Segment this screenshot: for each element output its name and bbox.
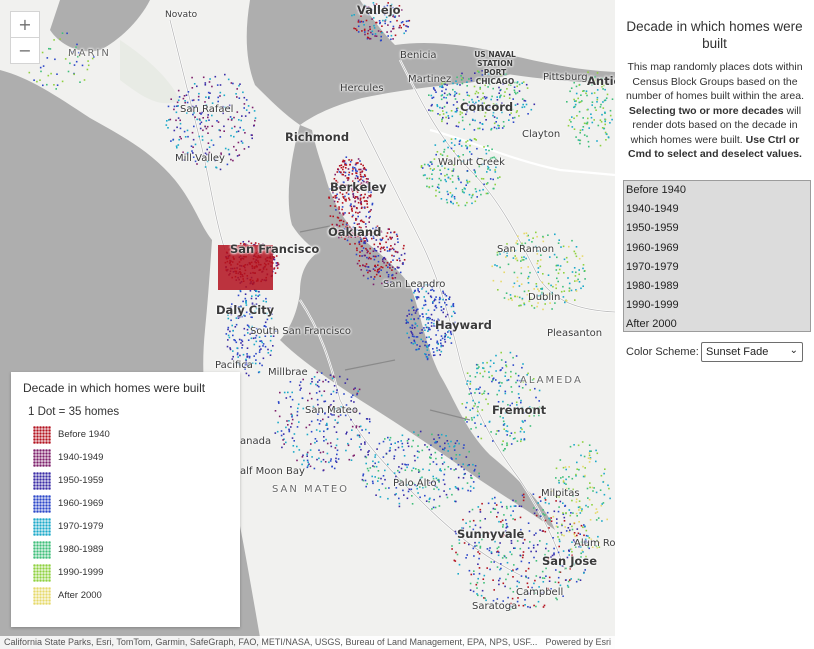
place-label-paloalto: Palo Alto bbox=[393, 478, 437, 489]
legend-label: 1970-1979 bbox=[58, 521, 104, 532]
place-label-sanramon: San Ramon bbox=[497, 244, 555, 255]
decade-listbox[interactable]: Before 1940 1940-1949 1950-1959 1960-1969 19… bbox=[623, 180, 811, 332]
legend-dot-value: 1 Dot = 35 homes bbox=[28, 406, 120, 418]
legend-swatch bbox=[33, 449, 51, 467]
place-label-sanrafael: San Rafael bbox=[180, 104, 234, 115]
place-label-campbell: Campbell bbox=[516, 587, 564, 598]
north-water bbox=[50, 0, 150, 52]
decade-option[interactable]: 1940-1949 bbox=[626, 203, 679, 216]
legend-swatch bbox=[33, 541, 51, 559]
zoom-in-button[interactable]: + bbox=[11, 12, 39, 38]
zoom-control: + − bbox=[10, 11, 40, 64]
legend-swatch bbox=[33, 564, 51, 582]
place-label-sunnyvale: Sunnyvale bbox=[457, 527, 525, 541]
legend-title: Decade in which homes were built bbox=[23, 381, 206, 395]
san-francisco-dense-area bbox=[218, 245, 273, 290]
place-label-marin: MARIN bbox=[68, 48, 111, 59]
desc-text-2: will render dots based on the decade in … bbox=[630, 104, 802, 146]
zoom-out-button[interactable]: − bbox=[18, 41, 32, 60]
legend-label: After 2000 bbox=[58, 590, 102, 601]
desc-text-1: This map randomly places dots within Cen… bbox=[625, 61, 804, 102]
place-label-alameda: ALAMEDA bbox=[520, 375, 583, 386]
place-label-dublin: Dublin bbox=[528, 292, 561, 303]
dot-density-layer bbox=[25, 2, 614, 611]
legend-label: 1950-1959 bbox=[58, 475, 104, 486]
side-panel: Decade in which homes were built This ma… bbox=[615, 0, 814, 649]
desc-bold-1: Selecting two or more decades bbox=[628, 104, 784, 117]
color-scheme-label: Color Scheme: bbox=[626, 346, 699, 358]
place-label-saratoga: Saratoga bbox=[472, 601, 518, 612]
place-label-halfmoonbay: alf Moon Bay bbox=[240, 466, 305, 477]
place-label-southsf: South San Francisco bbox=[250, 326, 351, 337]
legend-label: 1940-1949 bbox=[58, 452, 104, 463]
chevron-down-icon: ⌄ bbox=[789, 345, 798, 356]
place-label-hercules: Hercules bbox=[340, 83, 384, 94]
decade-option[interactable]: 1960-1969 bbox=[626, 241, 679, 254]
place-label-novato: Novato bbox=[165, 10, 198, 20]
decade-option[interactable]: 1950-1959 bbox=[626, 222, 679, 235]
place-label-martinez: Martinez bbox=[408, 74, 452, 85]
legend-swatch bbox=[33, 472, 51, 490]
place-label-naval: US NAVAL STATION PORT CHICAGO bbox=[474, 50, 516, 86]
decade-option[interactable]: Before 1940 bbox=[626, 184, 686, 196]
legend-label: 1980-1989 bbox=[58, 544, 104, 555]
decade-option[interactable]: 1990-1999 bbox=[626, 299, 679, 312]
san-pablo-bay bbox=[246, 0, 520, 125]
legend-swatch bbox=[33, 426, 51, 444]
place-label-sanfrancisco: San Francisco bbox=[230, 242, 320, 256]
carquinez-strait bbox=[395, 43, 615, 84]
place-label-concord: Concord bbox=[460, 100, 514, 114]
legend-swatch bbox=[33, 495, 51, 513]
place-label-canada: anada bbox=[240, 436, 272, 447]
place-label-berkeley: Berkeley bbox=[330, 180, 387, 194]
place-label-sanjose: San Jose bbox=[542, 554, 598, 568]
legend-swatch bbox=[33, 587, 51, 605]
legend-swatch bbox=[33, 518, 51, 536]
place-label-clayton: Clayton bbox=[522, 129, 561, 140]
place-label-richmond: Richmond bbox=[285, 130, 350, 144]
place-label-hayward: Hayward bbox=[435, 318, 492, 332]
decade-option[interactable]: After 2000 bbox=[626, 318, 677, 331]
place-label-oakland: Oakland bbox=[328, 225, 382, 239]
legend-label: 1990-1999 bbox=[58, 567, 104, 578]
map-view[interactable]: Novato Vallejo MARIN Benicia US NAVAL STATIO… bbox=[0, 0, 615, 649]
place-label-alumrock: Alum Ro bbox=[574, 538, 615, 549]
place-label-millbrae: Millbrae bbox=[268, 367, 308, 378]
place-label-benicia: Benicia bbox=[400, 50, 437, 61]
attribution-text[interactable]: California State Parks, Esri, TomTom, Ga… bbox=[4, 637, 538, 647]
place-label-fremont: Fremont bbox=[492, 403, 547, 417]
place-label-pacifica: Pacifica bbox=[215, 360, 253, 371]
legend-label: Before 1940 bbox=[58, 429, 110, 440]
panel-title: Decade in which homes were built bbox=[626, 19, 803, 51]
place-label-milpitas: Milpitas bbox=[541, 488, 580, 499]
place-label-walnutcreek: Walnut Creek bbox=[438, 157, 505, 168]
powered-by-esri[interactable]: Powered by Esri bbox=[545, 637, 611, 647]
decade-option[interactable]: 1980-1989 bbox=[626, 279, 679, 292]
place-label-antioch: Antio bbox=[587, 74, 615, 88]
place-label-sanleandro: San Leandro bbox=[383, 279, 446, 290]
place-label-vallejo: Vallejo bbox=[357, 3, 401, 17]
place-label-dalycity: Daly City bbox=[216, 303, 275, 317]
san-francisco-bay bbox=[280, 125, 555, 530]
place-label-sanmateoregion: SAN MATEO bbox=[272, 484, 350, 495]
place-label-pittsburg: Pittsburg bbox=[543, 72, 588, 83]
desc-bold-2: Use Ctrl or Cmd to select and deselect v… bbox=[628, 133, 802, 161]
place-label-sanmateo: San Mateo bbox=[305, 405, 358, 416]
decade-option[interactable]: 1970-1979 bbox=[626, 260, 679, 273]
color-scheme-select[interactable]: Sunset Fade ⌄ bbox=[701, 342, 803, 362]
panel-description: This map randomly places dots within Cen… bbox=[621, 60, 809, 162]
place-label-pleasanton: Pleasanton bbox=[547, 328, 603, 339]
map-legend: Decade in which homes were built 1 Dot =… bbox=[11, 372, 240, 627]
color-scheme-value: Sunset Fade bbox=[706, 346, 769, 358]
place-label-millvalley: Mill Valley bbox=[175, 153, 225, 164]
legend-label: 1960-1969 bbox=[58, 498, 104, 509]
attribution-bar: California State Parks, Esri, TomTom, Ga… bbox=[0, 636, 615, 649]
